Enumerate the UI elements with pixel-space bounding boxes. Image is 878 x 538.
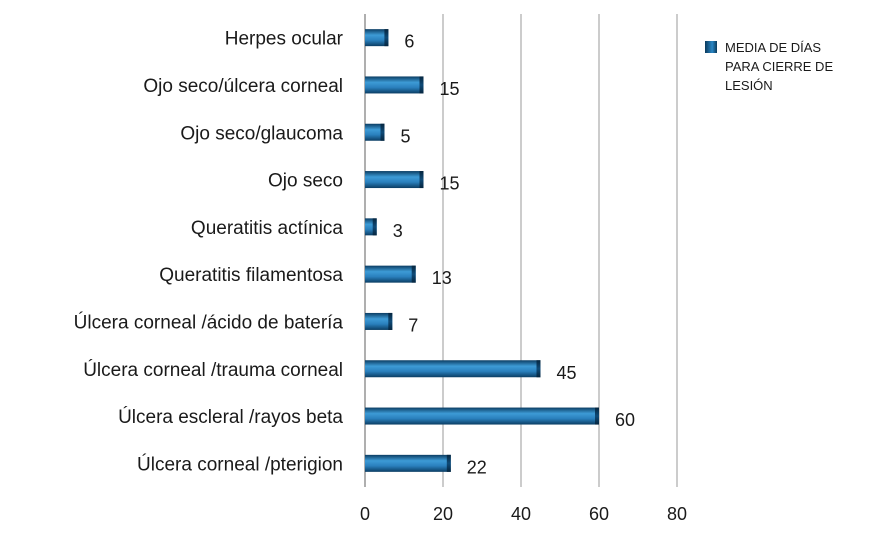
data-label: 15 xyxy=(440,174,460,194)
category-label: Ojo seco/úlcera corneal xyxy=(143,76,343,97)
category-label: Úlcera corneal /trauma corneal xyxy=(83,359,343,381)
category-labels: Herpes ocular Ojo seco/úlcera corneal Ojo … xyxy=(74,29,344,476)
category-label: Úlcera corneal /ácido de batería xyxy=(74,311,344,333)
bar-end-cap xyxy=(419,76,424,94)
category-label: Queratitis filamentosa xyxy=(159,265,343,286)
category-label: Ojo seco xyxy=(268,171,343,192)
legend: MEDIA DE DÍAS PARA CIERRE DE LESIÓN xyxy=(705,38,855,95)
bar xyxy=(365,123,385,141)
category-label: Úlcera corneal /pterigion xyxy=(137,453,343,475)
x-tick-label: 80 xyxy=(667,504,687,524)
data-label: 5 xyxy=(401,126,411,146)
bar-end-cap xyxy=(380,123,385,141)
bar xyxy=(365,171,424,189)
bar xyxy=(365,360,541,378)
data-label: 22 xyxy=(467,457,487,477)
bar-end-cap xyxy=(536,360,541,378)
bar xyxy=(365,265,416,283)
bar xyxy=(365,454,451,472)
data-label: 45 xyxy=(557,363,577,383)
data-label: 15 xyxy=(440,79,460,99)
legend-label: MEDIA DE DÍAS PARA CIERRE DE LESIÓN xyxy=(725,40,834,93)
x-tick-label: 60 xyxy=(589,504,609,524)
bar xyxy=(365,407,599,425)
data-label: 3 xyxy=(393,221,403,241)
bar-end-cap xyxy=(411,265,416,283)
bar-end-cap xyxy=(372,218,377,236)
bar xyxy=(365,29,389,47)
x-axis-ticks: 0 20 40 60 80 xyxy=(360,504,687,524)
value-labels: 6 15 5 15 3 13 7 45 60 22 xyxy=(393,32,635,478)
bar xyxy=(365,218,377,236)
category-label: Ojo seco/glaucoma xyxy=(180,123,343,144)
category-label: Úlcera escleral /rayos beta xyxy=(118,406,343,428)
x-tick-label: 40 xyxy=(511,504,531,524)
bar-end-cap xyxy=(446,454,451,472)
bar-end-cap xyxy=(384,29,389,47)
x-tick-label: 0 xyxy=(360,504,370,524)
x-tick-label: 20 xyxy=(433,504,453,524)
bar xyxy=(365,312,393,330)
bar xyxy=(365,76,424,94)
bar-end-cap xyxy=(419,171,424,189)
category-label: Queratitis actínica xyxy=(191,218,343,239)
category-label: Herpes ocular xyxy=(225,29,344,50)
legend-swatch xyxy=(705,41,717,53)
bar-end-cap xyxy=(388,312,393,330)
data-label: 60 xyxy=(615,410,635,430)
data-label: 13 xyxy=(432,268,452,288)
data-label: 7 xyxy=(408,315,418,335)
bar-end-cap xyxy=(595,407,599,425)
data-label: 6 xyxy=(404,32,414,52)
bars xyxy=(365,29,599,472)
